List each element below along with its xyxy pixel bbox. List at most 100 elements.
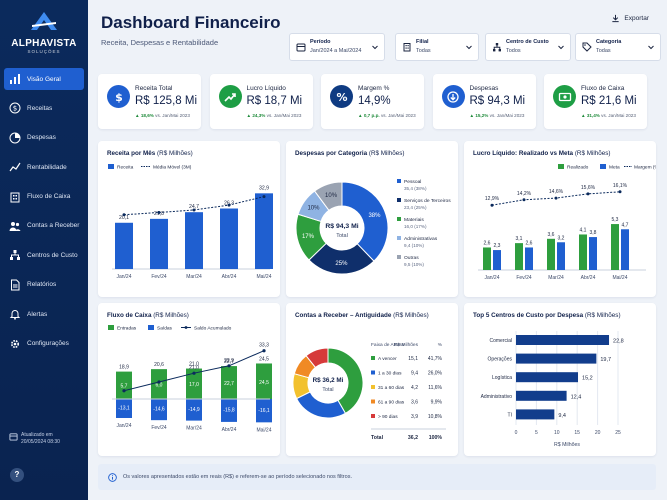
- line-point: [618, 190, 622, 194]
- kpi-compare: vs. Jan/Mai 2023: [266, 113, 302, 118]
- bar-centro-custo: [516, 390, 567, 401]
- legend-label: Média Móvel (3M): [153, 165, 192, 171]
- document-icon: [11, 279, 20, 291]
- export-button[interactable]: Exportar: [611, 14, 649, 23]
- line-point: [586, 192, 590, 196]
- table-row-label: 31 a 60 dias: [378, 385, 405, 391]
- sidebar-item-rentabilidade[interactable]: Rentabilidade: [4, 156, 84, 178]
- sidebar-item-label: Fluxo de Caixa: [27, 193, 71, 201]
- data-label: 5,3: [612, 217, 619, 223]
- donut-center-value: R$ 94,3 Mi: [325, 223, 358, 230]
- x-tick-label: 5: [535, 430, 538, 436]
- data-label: 20,6: [154, 362, 164, 368]
- download-icon: [612, 14, 620, 23]
- kpi-label: Despesas: [469, 85, 499, 92]
- bar-realizado: [515, 243, 523, 270]
- page-subtitle: Receita, Despesas e Rentabilidade: [101, 38, 219, 47]
- sidebar-item-label: Alertas: [27, 310, 48, 318]
- sidebar-item-relatorios[interactable]: Relatórios: [4, 274, 84, 296]
- sidebar-item-configuracoes[interactable]: Configurações: [4, 333, 84, 355]
- sidebar-item-receitas[interactable]: $ Receitas: [4, 97, 84, 119]
- panel-title: Receita por Mês (R$ Milhões): [107, 150, 193, 157]
- line-point: [554, 196, 558, 200]
- bar-centro-custo: [516, 353, 597, 364]
- help-button[interactable]: ?: [10, 468, 24, 482]
- sidebar-item-centros-de-custo[interactable]: Centros de Custo: [4, 244, 84, 266]
- sidebar-item-fluxo-de-caixa[interactable]: Fluxo de Caixa: [4, 186, 84, 208]
- x-tick-label: Fev/24: [151, 274, 167, 280]
- logo: ALPHAVISTA SOLUÇÕES: [0, 10, 88, 54]
- donut-center-label: Total: [322, 387, 333, 393]
- legend-swatch: [397, 255, 401, 259]
- bar-meta: [557, 242, 565, 270]
- data-label: 24,5: [259, 356, 269, 362]
- filter-value: Todas: [596, 48, 611, 54]
- fluxo-chart: Entradas Saídas Saldo Acumulado 18,9 5,7 20,6…: [108, 325, 272, 433]
- bar-inner-label: 24,5: [259, 380, 269, 386]
- page-title: Dashboard Financeiro: [101, 13, 281, 32]
- bar-saidas: [186, 399, 202, 421]
- kpi-label: Lucro Líquido: [246, 85, 286, 92]
- y-tick-label: Operações: [488, 357, 513, 363]
- x-tick-label: 15: [574, 430, 580, 436]
- filter-label: Centro de Custo: [506, 39, 549, 45]
- legend-label: Administrativas: [404, 236, 438, 242]
- dollar-circle-icon: $: [9, 102, 21, 114]
- x-tick-label: 10: [554, 430, 560, 436]
- building-icon: [10, 192, 20, 203]
- data-label: 22,7: [224, 359, 234, 365]
- line-point: [157, 210, 161, 214]
- table-cell: 15,1: [408, 356, 418, 362]
- bar-receita: [220, 208, 238, 269]
- table-row-label: 61 a 90 dias: [378, 400, 405, 406]
- data-label: 9,4: [558, 413, 566, 419]
- bar-inner-label: -14,9: [188, 407, 200, 413]
- x-tick-label: Mai/24: [256, 274, 271, 280]
- sidebar-item-visao-geral[interactable]: Visão Geral: [4, 68, 84, 90]
- chevron-down-icon: [466, 45, 472, 50]
- filter-centro-custo[interactable]: Centro de Custo Todos: [485, 33, 571, 61]
- legend-label: Pessoal: [404, 179, 421, 185]
- legend-swatch: [371, 356, 375, 360]
- table-header: %: [438, 342, 443, 348]
- panel-title: Contas a Receber – Antiguidade (R$ Milhõ…: [295, 312, 429, 319]
- kpi-value: 14,9%: [358, 95, 391, 107]
- table-cell: 9,4: [411, 371, 418, 377]
- data-label: 15,2: [582, 376, 593, 382]
- sidebar-item-contas-a-receber[interactable]: Contas a Receber: [4, 215, 84, 237]
- sidebar-item-despesas[interactable]: Despesas: [4, 127, 84, 149]
- kpi-card-despesas: Despesas R$ 94,3 Mi ▲ 15,2% vs. Jan/Mai 20…: [432, 74, 536, 129]
- data-label: 3,2: [558, 235, 565, 241]
- svg-text:$: $: [115, 91, 123, 104]
- filter-categoria[interactable]: Categoria Todas: [575, 33, 661, 61]
- bar-realizado: [579, 234, 587, 270]
- x-tick-label: Mai/24: [612, 275, 627, 281]
- x-tick-label: Jan/24: [484, 275, 499, 281]
- line-point: [192, 371, 196, 375]
- filter-value: Todas: [416, 48, 431, 54]
- sidebar-item-label: Despesas: [27, 134, 56, 142]
- x-tick-label: Fev/24: [151, 425, 167, 431]
- bar-receita: [150, 218, 168, 269]
- bar-receita: [255, 193, 273, 269]
- filter-filial[interactable]: Filial Todas: [395, 33, 479, 61]
- legend-swatch: [397, 217, 401, 221]
- data-label: 2,6: [526, 240, 533, 246]
- table-total-pct: 100%: [429, 435, 443, 441]
- dollar-icon: $: [115, 91, 123, 104]
- kpi-icon-badge: [441, 85, 465, 108]
- last-updated-label: Atualizado em: [21, 432, 53, 438]
- sidebar-nav: Visão Geral $ Receitas Despesas Rentabilidad…: [4, 68, 84, 362]
- line-point: [122, 389, 126, 393]
- sidebar-item-alertas[interactable]: Alertas: [4, 303, 84, 325]
- legend-swatch-entradas: [108, 325, 114, 330]
- data-label: 15,6%: [581, 185, 596, 191]
- filter-periodo[interactable]: Período Jan/2024 a Mai/2024: [289, 33, 385, 61]
- sidebar-item-label: Visão Geral: [27, 75, 61, 83]
- x-tick-label: Mai/24: [256, 427, 271, 433]
- network-icon: [493, 43, 501, 52]
- bar-inner-label: -14,6: [153, 407, 165, 413]
- bar-entradas: [116, 371, 132, 399]
- panel-title: Top 5 Centros de Custo por Despesa (R$ M…: [473, 312, 621, 319]
